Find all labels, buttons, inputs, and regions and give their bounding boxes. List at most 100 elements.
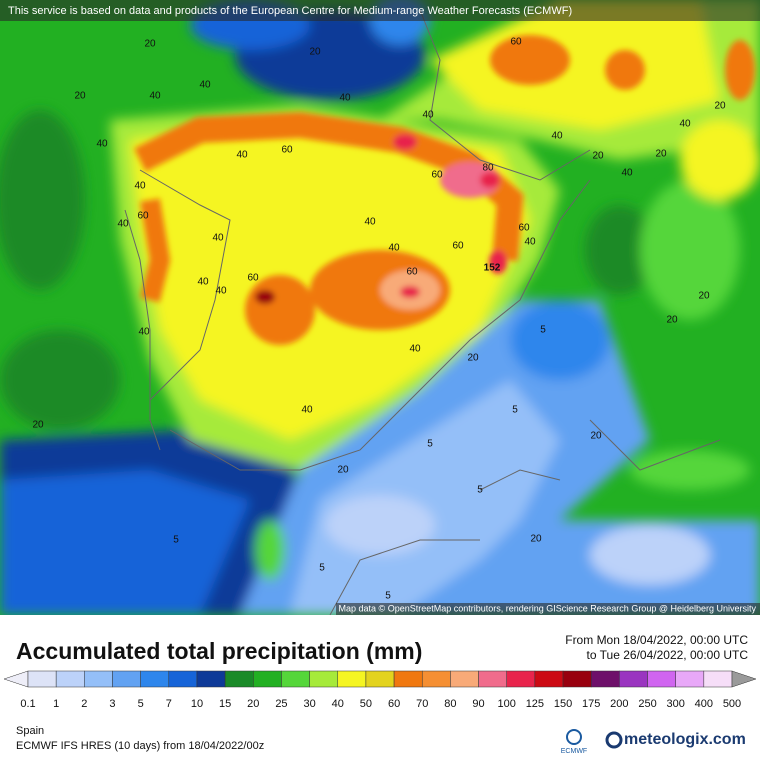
contour-label: 20 xyxy=(590,431,602,442)
legend-swatch xyxy=(619,670,648,688)
contour-label: 5 xyxy=(512,405,518,416)
legend-swatch xyxy=(647,670,676,688)
contour-label: 5 xyxy=(540,325,546,336)
legend-swatch xyxy=(703,670,733,688)
contour-label: 80 xyxy=(482,163,494,174)
contour-label: 20 xyxy=(592,151,604,162)
precip-field: 20 20 60 40 20 40 40 40 20 40 40 40 60 80 60 40 20 20 40 40… xyxy=(0,0,760,615)
legend-tick-label: 300 xyxy=(667,698,685,710)
contour-label: 60 xyxy=(431,170,443,181)
legend-tick-label: 10 xyxy=(191,698,203,710)
contour-label: 40 xyxy=(551,131,563,142)
legend-swatch xyxy=(168,670,198,688)
banner: This service is based on data and produc… xyxy=(8,5,572,17)
legend-tick-label: 30 xyxy=(303,698,315,710)
contour-label: 20 xyxy=(144,39,156,50)
period-to: to Tue 26/04/2022, 00:00 UTC xyxy=(587,648,749,662)
legend: 0.1 1 2 3 5 7 10 15 20 25 30 40 50 60 70 80 90 100 125 150 1… xyxy=(3,670,757,710)
legend-tick-label: 250 xyxy=(638,698,656,710)
attribution: Map data © OpenStreetMap contributors, r… xyxy=(339,603,757,613)
legend-swatch xyxy=(393,670,423,688)
legend-tick-label: 80 xyxy=(444,698,456,710)
legend-tick-label: 500 xyxy=(723,698,741,710)
legend-tick-label: 200 xyxy=(610,698,628,710)
contour-label: 40 xyxy=(212,233,224,244)
contour-label: 20 xyxy=(714,101,726,112)
contour-label: 40 xyxy=(199,80,211,91)
legend-swatch xyxy=(450,670,479,688)
contour-label: 20 xyxy=(74,91,86,102)
contour-label: 40 xyxy=(301,405,313,416)
contour-label: 60 xyxy=(281,145,293,156)
contour-label: 5 xyxy=(385,591,391,602)
legend-swatch xyxy=(27,670,57,688)
legend-tick-label: 100 xyxy=(498,698,516,710)
contour-label: 40 xyxy=(679,119,691,130)
legend-tick-label: 90 xyxy=(472,698,484,710)
contour-label: 40 xyxy=(138,327,150,338)
legend-swatch xyxy=(506,670,536,688)
contour-label: 60 xyxy=(518,223,530,234)
contour-label: 152 xyxy=(484,263,501,274)
contour-label: 20 xyxy=(32,420,44,431)
legend-swatch xyxy=(140,670,170,688)
legend-tick-label: 60 xyxy=(388,698,400,710)
legend-tick-label: 400 xyxy=(695,698,713,710)
legend-tick-label: 50 xyxy=(360,698,372,710)
contour-label: 60 xyxy=(247,273,259,284)
legend-tick-label: 40 xyxy=(332,698,344,710)
contour-label: 40 xyxy=(197,277,209,288)
legend-tick-label: 1 xyxy=(53,698,59,710)
legend-tick-label: 125 xyxy=(526,698,544,710)
period-from: From Mon 18/04/2022, 00:00 UTC xyxy=(565,633,748,647)
contour-label: 40 xyxy=(524,237,536,248)
legend-swatch xyxy=(365,670,395,688)
legend-swatch xyxy=(337,670,367,688)
contour-label: 40 xyxy=(117,219,129,230)
legend-tick-label: 25 xyxy=(275,698,287,710)
contour-label: 20 xyxy=(309,47,321,58)
legend-swatch xyxy=(196,670,226,688)
attribution-bg xyxy=(336,603,760,615)
legend-tick-label: 20 xyxy=(247,698,259,710)
contour-label: 40 xyxy=(621,168,633,179)
contour-label: 20 xyxy=(655,149,667,160)
contour-label: 5 xyxy=(427,439,433,450)
contour-label: 60 xyxy=(452,241,464,252)
legend-swatch xyxy=(562,670,592,688)
model: ECMWF IFS HRES (10 days) from 18/04/2022… xyxy=(16,740,264,752)
contour-label: 20 xyxy=(530,534,542,545)
legend-swatch xyxy=(55,670,85,688)
region: Spain xyxy=(16,725,44,737)
contour-label: 20 xyxy=(467,353,479,364)
legend-swatch xyxy=(84,670,113,688)
contour-label: 40 xyxy=(388,243,400,254)
legend-swatch xyxy=(112,670,141,688)
contour-label: 40 xyxy=(364,217,376,228)
legend-tick-label: 175 xyxy=(582,698,600,710)
legend-swatch xyxy=(478,670,507,688)
contour-label: 60 xyxy=(406,267,418,278)
legend-tick-label: 3 xyxy=(109,698,115,710)
legend-tick-label: 150 xyxy=(554,698,572,710)
legend-tick-label: 70 xyxy=(416,698,428,710)
banner-bg xyxy=(0,0,760,21)
ecmwf-icon xyxy=(566,729,582,745)
legend-swatch xyxy=(253,670,282,688)
legend-under xyxy=(3,670,29,688)
contour-label: 40 xyxy=(134,181,146,192)
contour-label: 5 xyxy=(173,535,179,546)
meteologix-logo: meteologix.com xyxy=(624,731,746,748)
legend-swatch xyxy=(534,670,564,688)
legend-tick-label: 0.1 xyxy=(20,698,35,710)
legend-tick-label: 2 xyxy=(81,698,87,710)
contour-label: 60 xyxy=(137,211,149,222)
contour-label: 20 xyxy=(666,315,678,326)
contour-label: 40 xyxy=(215,286,227,297)
legend-swatch xyxy=(675,670,705,688)
contour-label: 5 xyxy=(319,563,325,574)
borders xyxy=(124,9,721,615)
legend-swatch xyxy=(224,670,254,688)
